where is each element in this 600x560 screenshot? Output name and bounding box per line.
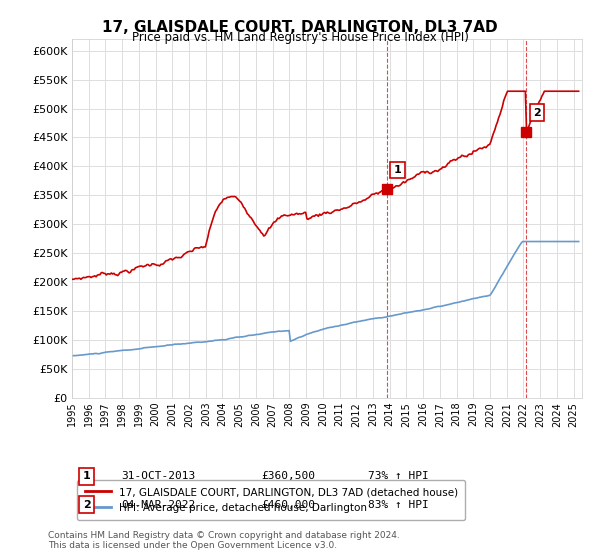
Text: 17, GLAISDALE COURT, DARLINGTON, DL3 7AD: 17, GLAISDALE COURT, DARLINGTON, DL3 7AD [102, 20, 498, 35]
Text: £460,000: £460,000 [261, 500, 315, 510]
Text: 83% ↑ HPI: 83% ↑ HPI [368, 500, 428, 510]
Text: 2: 2 [83, 500, 91, 510]
Text: Contains HM Land Registry data © Crown copyright and database right 2024.
This d: Contains HM Land Registry data © Crown c… [48, 530, 400, 550]
Text: £360,500: £360,500 [261, 472, 315, 482]
Text: 1: 1 [394, 165, 401, 175]
Text: 1: 1 [83, 472, 91, 482]
Text: Price paid vs. HM Land Registry's House Price Index (HPI): Price paid vs. HM Land Registry's House … [131, 31, 469, 44]
Text: 04-MAR-2022: 04-MAR-2022 [121, 500, 196, 510]
Legend: 17, GLAISDALE COURT, DARLINGTON, DL3 7AD (detached house), HPI: Average price, d: 17, GLAISDALE COURT, DARLINGTON, DL3 7AD… [77, 480, 465, 520]
Text: 31-OCT-2013: 31-OCT-2013 [121, 472, 196, 482]
Text: 2: 2 [533, 108, 541, 118]
Text: 73% ↑ HPI: 73% ↑ HPI [368, 472, 428, 482]
